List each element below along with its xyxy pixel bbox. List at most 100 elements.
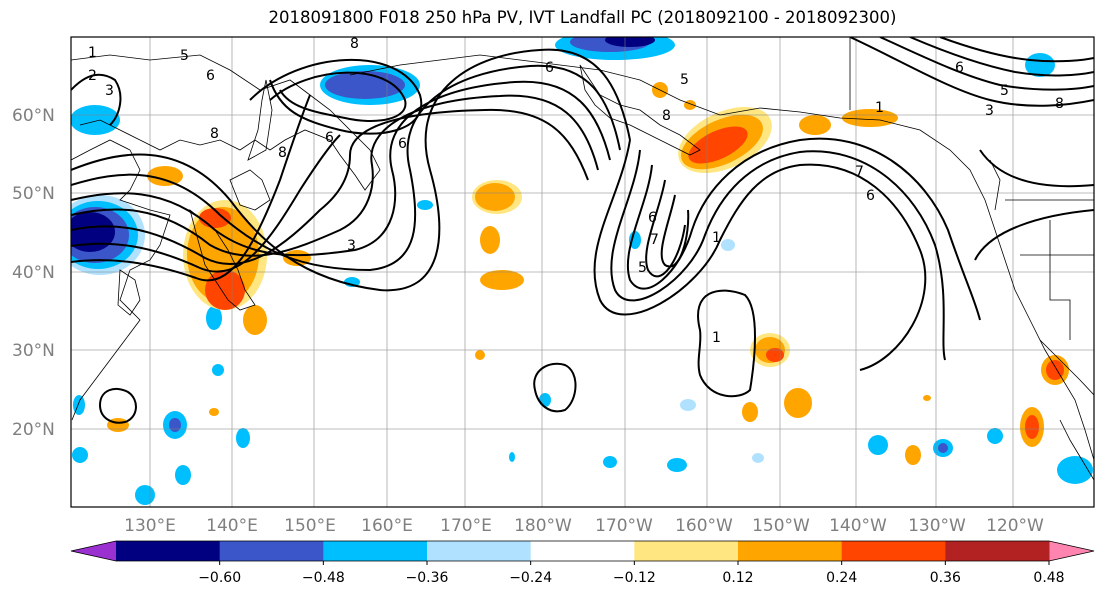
colorbar-tick-label: −0.24 <box>509 570 552 586</box>
pv-contour-west-6 <box>71 134 341 273</box>
pv-contour-west-4 <box>71 94 599 257</box>
colorbar-segment <box>219 541 324 561</box>
pv-contour-ne-5 <box>979 149 1094 188</box>
pv-contour-west-3 <box>71 80 611 257</box>
negative-region-north <box>320 37 1055 105</box>
lon-label: 170°E <box>440 516 492 536</box>
contour-label: 1 <box>88 45 97 61</box>
pv-contour-trough-1 <box>593 139 927 371</box>
map-border <box>70 36 1095 508</box>
colorbar-tick-label: 0.48 <box>1033 570 1064 586</box>
lon-label: 150°W <box>752 516 810 536</box>
contour-label: 1 <box>712 230 721 246</box>
colorbar-tick-label: 0.36 <box>930 570 961 586</box>
lat-label: 30°N <box>12 341 55 361</box>
colorbar-segment <box>841 541 946 561</box>
contour-label: 6 <box>648 210 657 226</box>
lon-label: 130°W <box>908 516 966 536</box>
map-title: 2018091800 F018 250 hPa PV, IVT Landfall… <box>268 8 897 27</box>
pv-contour-ne-6 <box>974 209 1094 261</box>
colorbar-segment <box>116 541 221 561</box>
contour-label: 7 <box>650 232 659 248</box>
negative-region-west <box>71 105 145 275</box>
contour-label: 8 <box>210 126 219 142</box>
pv-contours <box>71 37 1094 424</box>
positive-region-central <box>472 180 524 360</box>
pv-contour-ne-3 <box>909 37 1094 77</box>
lat-label: 20°N <box>12 420 55 440</box>
colorbar-segment <box>323 541 428 561</box>
lon-label: 160°W <box>675 516 733 536</box>
pv-contour-sw-1 <box>71 73 122 126</box>
pv-contour-trough-5 <box>660 194 690 268</box>
contour-label: 6 <box>955 60 964 76</box>
contour-label: 5 <box>180 48 189 64</box>
contour-label: 5 <box>1000 83 1009 99</box>
colorbar-extend-min <box>71 541 116 561</box>
contour-label: 6 <box>866 188 875 204</box>
lon-label: 160°E <box>361 516 413 536</box>
pv-contour-trough-2 <box>610 149 946 361</box>
lon-label: 140°W <box>829 516 887 536</box>
contour-label: 2 <box>88 68 97 84</box>
contour-label: 6 <box>545 60 554 76</box>
latitude-labels: 60°N 50°N 40°N 30°N 20°N <box>12 106 55 440</box>
contour-label: 6 <box>206 68 215 84</box>
colorbar-segment <box>738 541 843 561</box>
contour-label: 6 <box>398 136 407 152</box>
pv-contour-north-1 <box>249 58 423 135</box>
contour-label: 7 <box>855 164 864 180</box>
pv-contour-trough-3 <box>626 137 981 321</box>
lat-label: 40°N <box>12 263 55 283</box>
colorbar-tick-label: −0.36 <box>406 570 449 586</box>
pv-contour-west-5 <box>71 108 589 266</box>
colorbar-tick-label: 0.24 <box>826 570 857 586</box>
contour-label: 3 <box>105 83 114 99</box>
pv-contour-north-2 <box>269 71 407 122</box>
contour-label: 5 <box>638 260 647 276</box>
lon-label: 170°W <box>595 516 653 536</box>
pv-contour-ne-4 <box>939 37 1094 63</box>
colorbar-tick-label: −0.60 <box>198 570 241 586</box>
longitude-labels: 130°E 140°E 150°E 160°E 170°E 180°W 170°… <box>124 516 1044 536</box>
contour-label: 8 <box>278 145 287 161</box>
colorbar-tick-label: 0.12 <box>722 570 753 586</box>
pv-contour-west-1 <box>71 48 631 292</box>
lat-label: 50°N <box>12 184 55 204</box>
contour-label: 3 <box>347 238 356 254</box>
contour-label: 8 <box>350 36 359 52</box>
colorbar-segment <box>530 541 635 561</box>
pv-contour-pacific-3 <box>98 387 137 424</box>
contour-label: 6 <box>325 130 334 146</box>
colorbar: −0.60 −0.48 −0.36 −0.24 −0.12 0.12 0.24 0.36 0.4… <box>70 540 1095 586</box>
pv-contour-west-7 <box>71 94 311 282</box>
lon-label: 150°E <box>284 516 336 536</box>
colorbar-segment <box>945 541 1050 561</box>
contour-label: 8 <box>662 108 671 124</box>
lon-label: 180°W <box>514 516 572 536</box>
colorbar-segment <box>634 541 739 561</box>
colorbar-outline <box>70 540 1095 562</box>
contour-label: 3 <box>985 103 994 119</box>
colorbar-tick-label: −0.12 <box>613 570 656 586</box>
contour-label: 1 <box>712 330 721 346</box>
colorbar-tick-label: −0.48 <box>302 570 345 586</box>
lon-label: 120°W <box>986 516 1044 536</box>
pv-contour-pacific-1 <box>697 289 756 398</box>
pv-contour-ne-2 <box>879 37 1094 91</box>
pv-contour-ne-1 <box>849 37 1094 107</box>
pv-contour-pacific-2 <box>533 362 577 413</box>
lon-label: 130°E <box>124 516 176 536</box>
pv-contour-trough-4 <box>645 179 686 278</box>
contour-label: 1 <box>875 100 884 116</box>
pc-shading <box>71 37 1093 505</box>
contour-label: 8 <box>1055 96 1064 112</box>
contour-labels: 1 2 3 5 6 8 3 8 6 8 6 8 1 5 6 7 5 1 6 7 … <box>88 36 1064 346</box>
pv-contour-west-2 <box>71 64 621 272</box>
contour-label: 5 <box>680 72 689 88</box>
colorbar-extend-max <box>1049 541 1094 561</box>
colorbar-segment <box>427 541 532 561</box>
lon-label: 140°E <box>206 516 258 536</box>
coastlines <box>71 37 1094 481</box>
